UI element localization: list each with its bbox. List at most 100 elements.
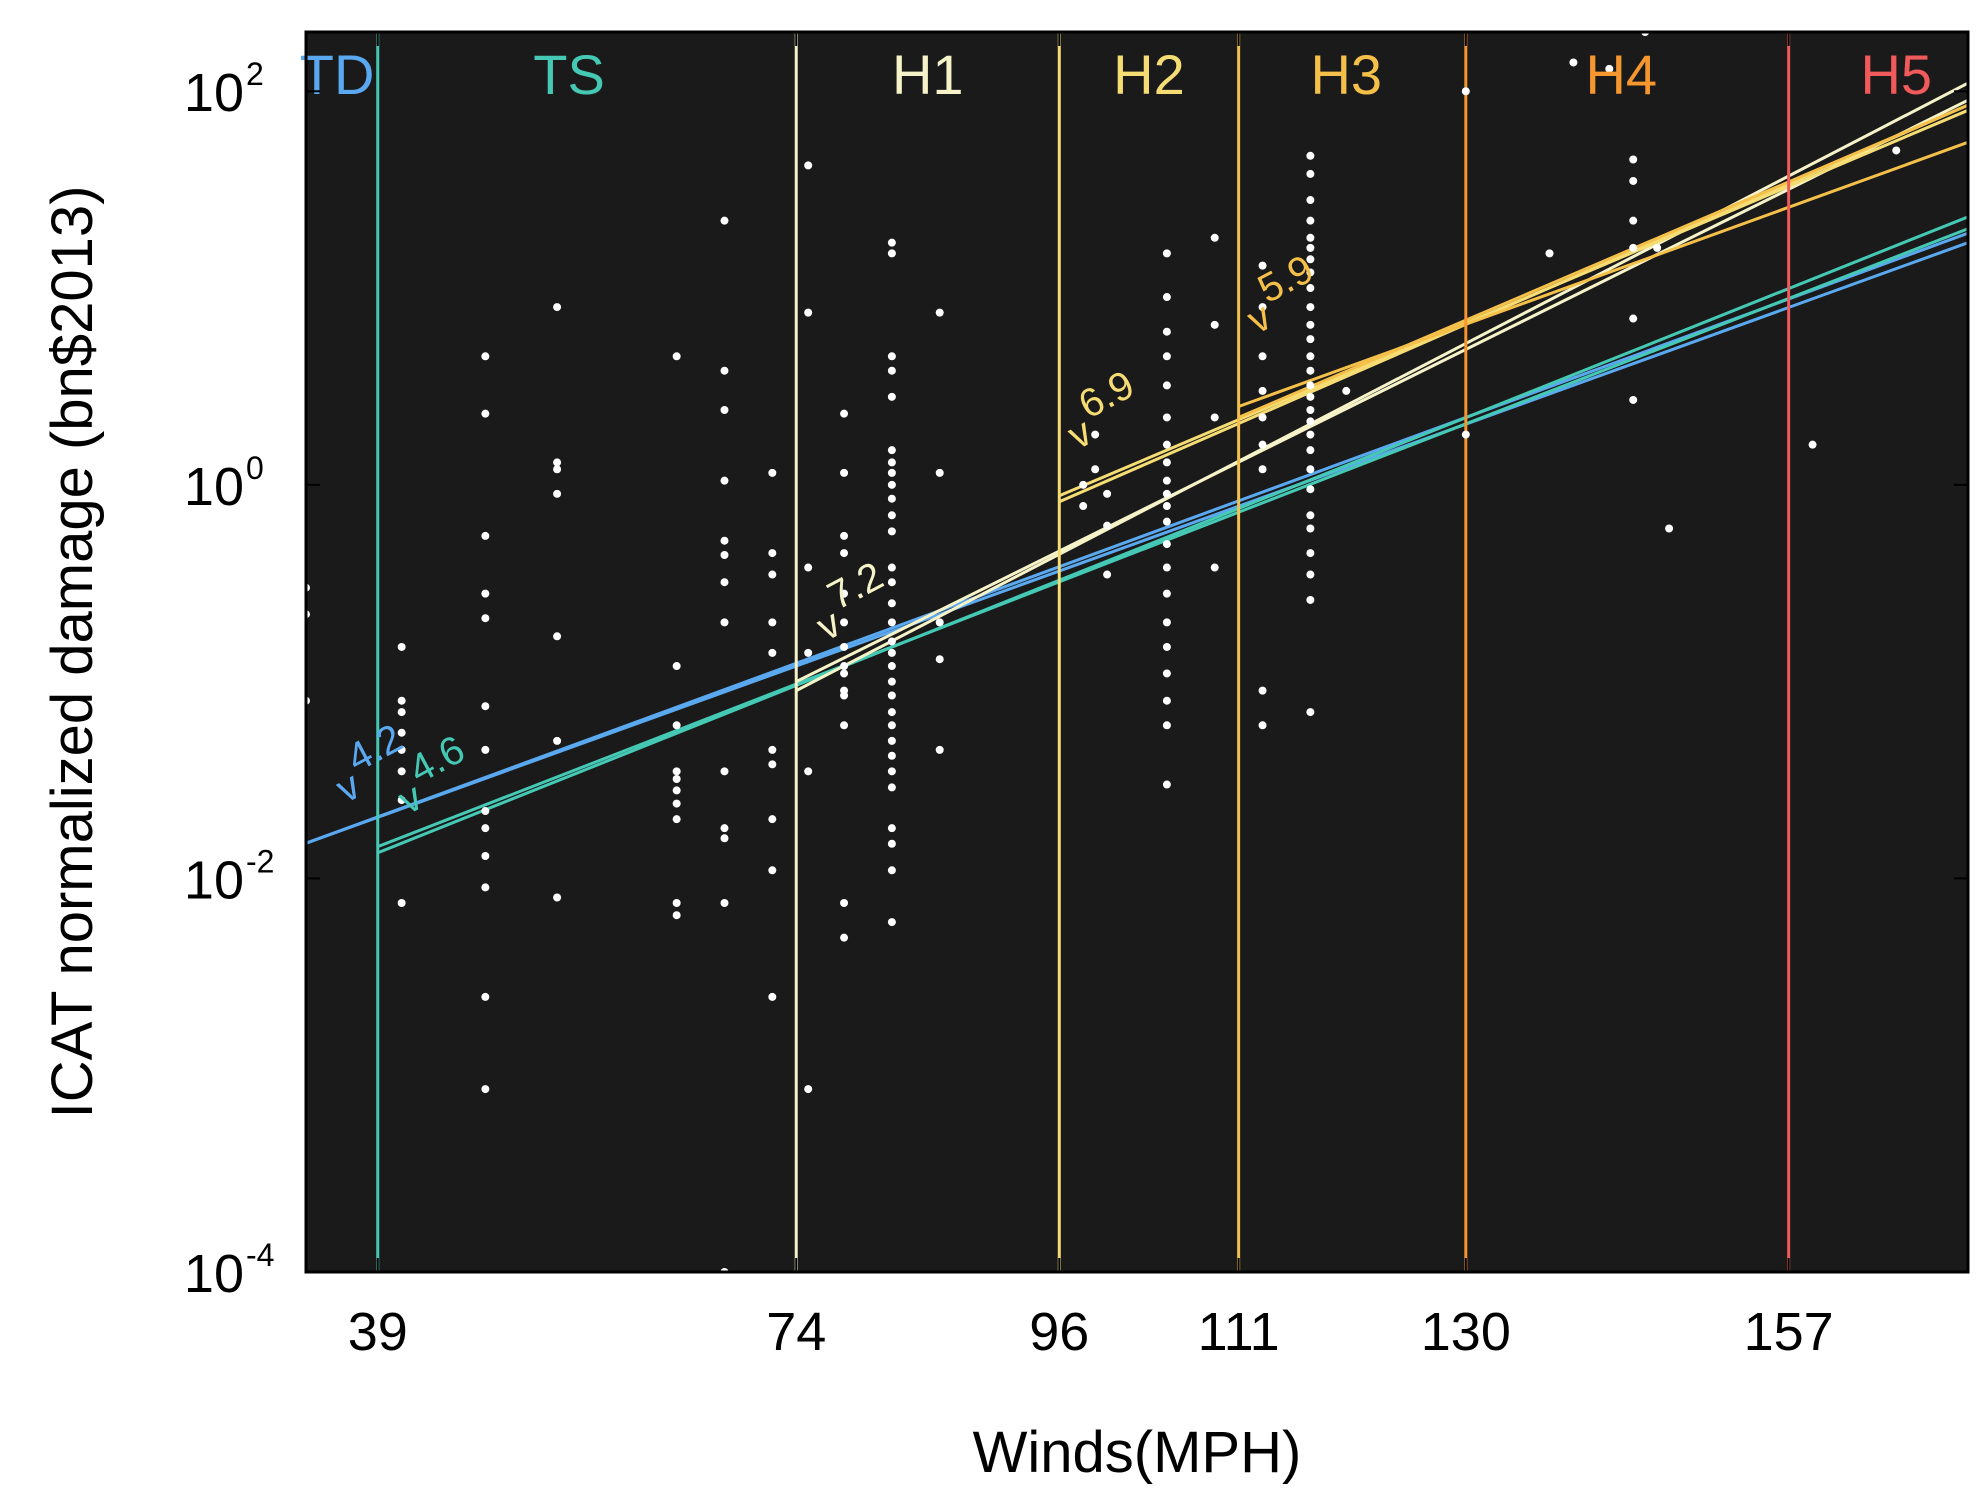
data-point <box>720 824 729 833</box>
data-point <box>804 563 813 572</box>
data-point <box>840 933 849 942</box>
fit-line <box>1238 103 1968 419</box>
data-point <box>1258 465 1267 474</box>
fit-line <box>1058 108 1968 498</box>
data-point <box>1306 524 1315 533</box>
data-point <box>887 392 896 401</box>
data-point <box>887 648 896 657</box>
x-tick-label: 74 <box>766 1302 826 1362</box>
data-point <box>887 238 896 247</box>
data-point <box>887 352 896 361</box>
category-label: H2 <box>1113 43 1185 106</box>
data-point <box>1629 395 1638 404</box>
data-point <box>768 618 777 627</box>
data-point <box>887 637 896 646</box>
data-point <box>840 669 849 678</box>
y-tick-label: 10 <box>184 850 244 910</box>
data-point <box>768 745 777 754</box>
data-point <box>1306 392 1315 401</box>
data-point <box>1306 151 1315 160</box>
data-point <box>1306 465 1315 474</box>
data-point <box>768 468 777 477</box>
data-point <box>1162 458 1171 467</box>
y-tick-exponent: 2 <box>246 56 264 92</box>
data-point <box>672 911 681 920</box>
data-point <box>397 642 406 651</box>
data-point <box>804 648 813 657</box>
data-point <box>768 815 777 824</box>
data-point <box>840 618 849 627</box>
x-tick-label: 96 <box>1029 1302 1089 1362</box>
fit-line <box>795 81 1968 692</box>
data-point <box>1258 261 1267 270</box>
data-point <box>1079 502 1088 511</box>
data-point <box>768 648 777 657</box>
data-point <box>1306 352 1315 361</box>
data-point <box>1461 87 1470 96</box>
data-point <box>840 409 849 418</box>
data-point <box>887 578 896 587</box>
y-tick-exponent: -2 <box>246 843 274 879</box>
data-point <box>1258 721 1267 730</box>
data-point <box>935 745 944 754</box>
y-tick-exponent: 0 <box>246 450 264 486</box>
data-point <box>1306 381 1315 390</box>
data-point <box>553 893 562 902</box>
data-point <box>672 786 681 795</box>
fit-line <box>795 98 1968 683</box>
y-tick-exponent: -4 <box>246 1237 274 1273</box>
data-point <box>720 578 729 587</box>
data-point <box>672 775 681 784</box>
data-point <box>887 736 896 745</box>
data-point <box>553 632 562 641</box>
data-point <box>1306 196 1315 205</box>
category-labels: TD TS H1 H2 H3 H4 H5 <box>300 43 1932 106</box>
data-point <box>1162 327 1171 336</box>
data-point <box>887 918 896 927</box>
x-axis-title: Winds(MPH) <box>973 1420 1302 1485</box>
data-point <box>1258 303 1267 312</box>
data-point <box>553 465 562 474</box>
data-point <box>1306 284 1315 293</box>
data-point <box>840 531 849 540</box>
data-point <box>1306 366 1315 375</box>
data-point <box>1162 517 1171 526</box>
data-point <box>1629 176 1638 185</box>
data-point <box>887 767 896 776</box>
data-point <box>1892 146 1901 155</box>
threshold-lines <box>376 32 1791 1272</box>
data-point <box>1162 249 1171 258</box>
data-point <box>481 992 490 1001</box>
data-point <box>840 721 849 730</box>
data-point <box>1306 255 1315 264</box>
data-point <box>672 899 681 908</box>
data-point <box>481 409 490 418</box>
category-label: TD <box>300 43 375 106</box>
data-point <box>840 468 849 477</box>
data-point <box>887 783 896 792</box>
data-point <box>397 708 406 717</box>
data-point <box>1306 216 1315 225</box>
data-point <box>672 662 681 671</box>
data-point <box>804 308 813 317</box>
data-point <box>1103 521 1112 530</box>
data-point <box>1210 563 1219 572</box>
data-point <box>1162 476 1171 485</box>
data-point <box>1162 721 1171 730</box>
x-tick-label: 39 <box>348 1302 408 1362</box>
data-point <box>840 589 849 598</box>
data-point <box>1545 249 1554 258</box>
data-point <box>887 527 896 536</box>
data-point <box>768 570 777 579</box>
fit-line <box>1238 140 1968 408</box>
data-point <box>1306 320 1315 329</box>
data-point <box>1091 465 1100 474</box>
data-point <box>887 249 896 258</box>
data-point <box>1162 540 1171 549</box>
data-point <box>1162 780 1171 789</box>
data-point <box>1306 708 1315 717</box>
data-point <box>1306 430 1315 439</box>
data-point <box>935 618 944 627</box>
